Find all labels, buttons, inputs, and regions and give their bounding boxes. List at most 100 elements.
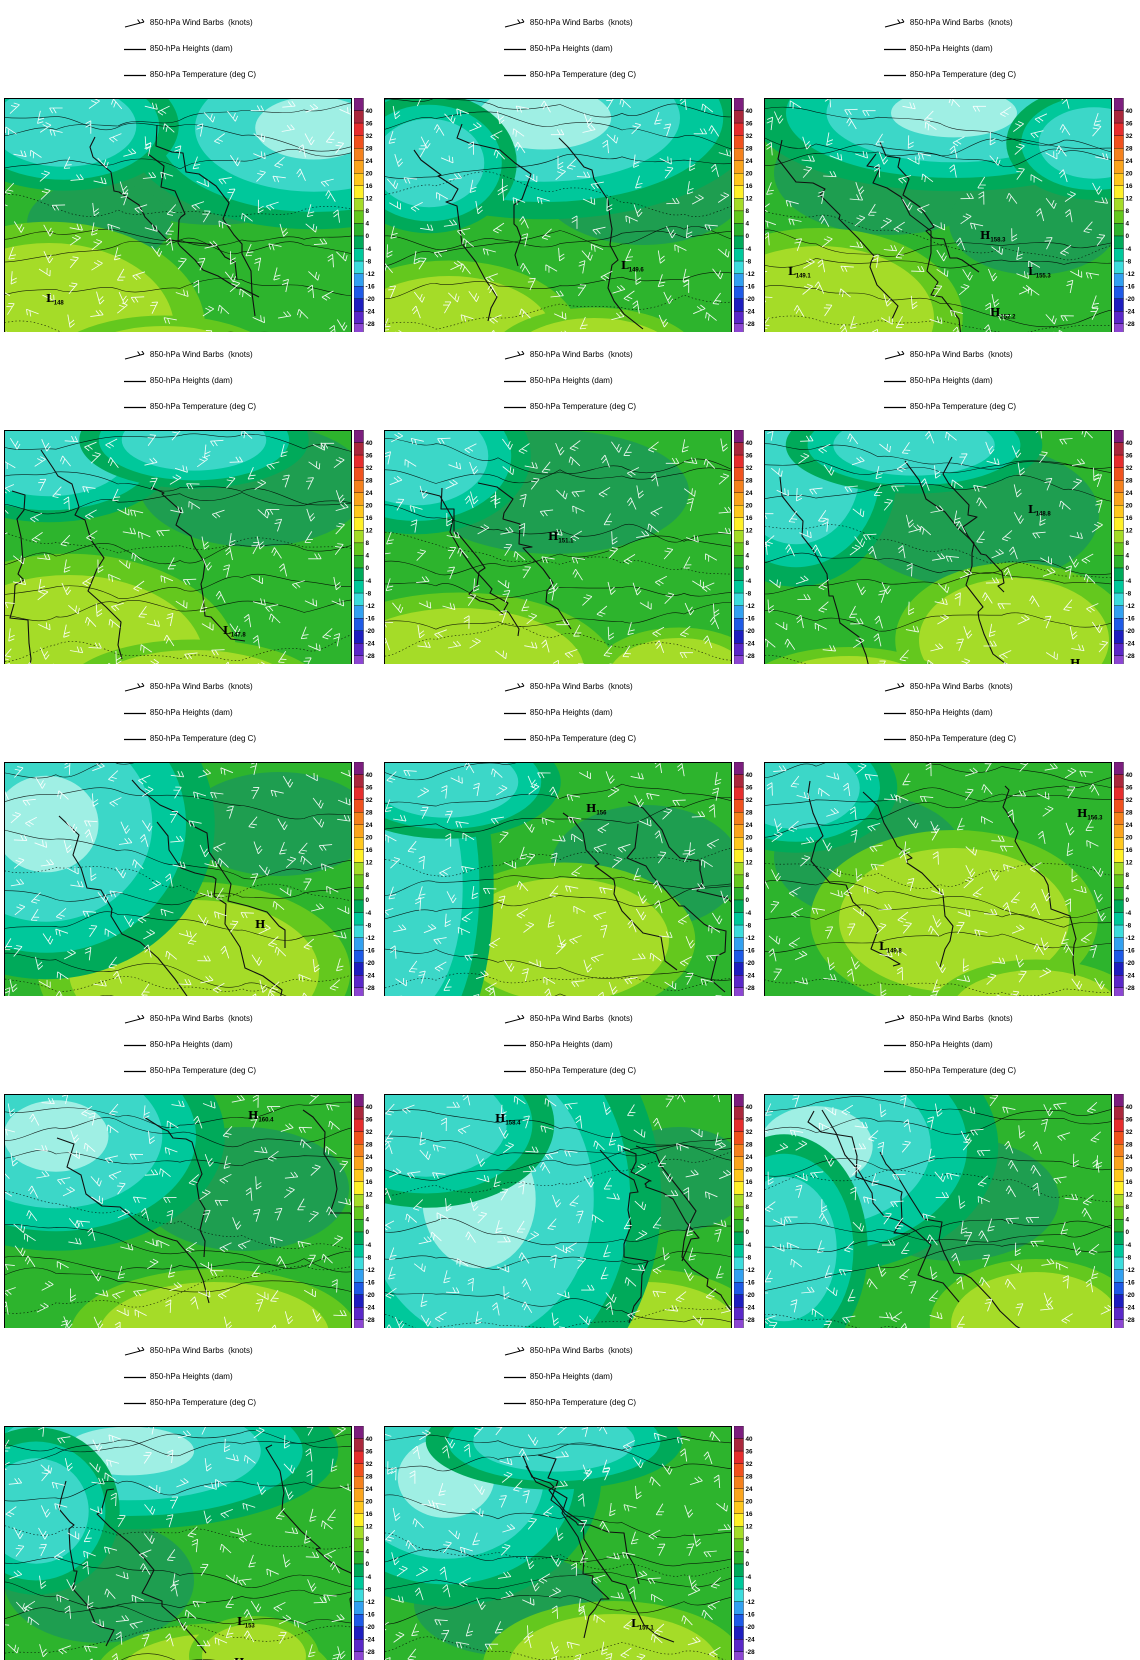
colorbar-tick-label: 24 xyxy=(366,1154,374,1161)
weather-map[interactable]: L149.6H152.4 xyxy=(384,97,732,332)
colorbar-tick-label: -4 xyxy=(1126,246,1132,253)
map-legend: 850-hPa Wind Barbs (knots) 850-hPa Heigh… xyxy=(503,996,637,1093)
legend-label-temperature: 850-hPa Temperature (deg C) xyxy=(149,734,257,744)
colorbar-tick-label: 8 xyxy=(746,208,750,215)
colorbar-tick-label: -4 xyxy=(1126,1242,1132,1249)
legend-label-wind-barbs: 850-hPa Wind Barbs (knots) xyxy=(909,18,1013,28)
colorbar-tick-label: 36 xyxy=(366,452,374,459)
colorbar-tick-label: 12 xyxy=(1126,1191,1134,1198)
colorbar-tick-label: 32 xyxy=(1126,465,1134,472)
weather-map-canvas: L148 xyxy=(4,97,352,332)
colorbar-tick-label: -12 xyxy=(366,935,376,942)
weather-map[interactable]: H158.4L149.7 xyxy=(384,1093,732,1328)
legend-label-wind-barbs: 850-hPa Wind Barbs (knots) xyxy=(529,1346,633,1356)
forecast-panel: 850-hPa Wind Barbs (knots) 850-hPa Heigh… xyxy=(0,332,380,664)
colorbar-tick-label: 4 xyxy=(1126,885,1130,892)
colorbar-tick-label: -12 xyxy=(366,1599,376,1606)
colorbar-tick-label: 40 xyxy=(1126,772,1134,779)
colorbar-tick-label: 12 xyxy=(1126,527,1134,534)
weather-map[interactable]: L148.8H156.3 xyxy=(764,429,1112,664)
colorbar-tick-label: 12 xyxy=(366,859,374,866)
wind-barb-icon xyxy=(124,1015,150,1024)
colorbar-tick-label: 36 xyxy=(746,1116,754,1123)
colorbar-tick-label: 12 xyxy=(1126,859,1134,866)
colorbar-tick-label: -28 xyxy=(1126,985,1136,992)
legend-label-temperature: 850-hPa Temperature (deg C) xyxy=(529,1066,637,1076)
colorbar-tick-label: -24 xyxy=(1126,1304,1136,1311)
wind-barb-icon xyxy=(504,19,530,28)
colorbar-tick-label: 36 xyxy=(366,1448,374,1455)
colorbar-tick-label: 8 xyxy=(746,1204,750,1211)
temperature-colorbar-canvas: 4036322824201612840-4-8-12-16-20-24-28-3… xyxy=(353,429,376,664)
legend-row-heights: 850-hPa Heights (dam) xyxy=(883,45,1016,54)
weather-map[interactable]: L153H147.7 xyxy=(4,1425,352,1660)
colorbar-tick-label: -24 xyxy=(746,1304,756,1311)
forecast-panel: 850-hPa Wind Barbs (knots) 850-hPa Heigh… xyxy=(380,0,760,332)
colorbar-tick-label: 4 xyxy=(1126,221,1130,228)
legend-label-temperature: 850-hPa Temperature (deg C) xyxy=(529,402,637,412)
legend-row-temperature: 850-hPa Temperature (deg C) xyxy=(503,1066,637,1076)
map-legend: 850-hPa Wind Barbs (knots) 850-hPa Heigh… xyxy=(503,1328,636,1425)
map-legend: 850-hPa Wind Barbs (knots) 850-hPa Heigh… xyxy=(503,332,637,429)
forecast-panel: 850-hPa Wind Barbs (knots) 850-hPa Heigh… xyxy=(760,996,1140,1328)
colorbar-tick-label: 20 xyxy=(1126,1166,1134,1173)
colorbar-tick-label: -8 xyxy=(366,1254,372,1261)
weather-map[interactable]: L148 xyxy=(4,97,352,332)
temperature-contour-line-icon xyxy=(123,1070,150,1073)
colorbar-tick-label: 4 xyxy=(366,1217,370,1224)
legend-label-heights: 850-hPa Heights (dam) xyxy=(529,376,613,386)
legend-row-temperature: 850-hPa Temperature (deg C) xyxy=(883,71,1016,80)
weather-map[interactable]: H151.1H157.7 xyxy=(384,429,732,664)
map-legend: 850-hPa Wind Barbs (knots) 850-hPa Heigh… xyxy=(123,1328,256,1425)
colorbar-tick-label: 40 xyxy=(746,1436,754,1443)
weather-map[interactable]: L147.8 xyxy=(4,429,352,664)
colorbar-tick-label: 16 xyxy=(1126,1179,1134,1186)
legend-row-wind-barbs: 850-hPa Wind Barbs (knots) xyxy=(504,351,636,360)
colorbar-tick-label: 20 xyxy=(366,1498,374,1505)
weather-map-canvas: L148.8H156.3 xyxy=(764,429,1112,664)
weather-map[interactable]: H156 xyxy=(384,761,732,996)
legend-row-heights: 850-hPa Heights (dam) xyxy=(123,709,256,718)
legend-row-heights: 850-hPa Heights (dam) xyxy=(123,1041,256,1050)
colorbar-tick-label: -20 xyxy=(366,296,376,303)
colorbar-tick-label: 0 xyxy=(366,565,370,572)
colorbar-tick-label: 8 xyxy=(746,872,750,879)
wind-barb-icon xyxy=(504,683,530,692)
temperature-colorbar: 4036322824201612840-4-8-12-16-20-24-28-3… xyxy=(1113,97,1140,332)
colorbar-tick-label: 12 xyxy=(366,1523,374,1530)
colorbar-tick-label: -4 xyxy=(366,910,372,917)
colorbar-tick-label: -12 xyxy=(1126,271,1136,278)
colorbar-tick-label: -20 xyxy=(1126,960,1136,967)
weather-map[interactable]: H160.4H157.2 xyxy=(4,1093,352,1328)
colorbar-tick-label: 12 xyxy=(366,527,374,534)
colorbar-tick-label: -28 xyxy=(746,321,756,328)
temperature-contour-line-icon xyxy=(503,406,530,409)
temperature-colorbar-canvas: 4036322824201612840-4-8-12-16-20-24-28-3… xyxy=(1113,429,1135,664)
colorbar-tick-label: 40 xyxy=(366,108,374,115)
colorbar-tick-label: -20 xyxy=(746,296,756,303)
legend-label-heights: 850-hPa Heights (dam) xyxy=(149,44,233,54)
pressure-center-marker: H xyxy=(255,918,265,931)
colorbar-tick-label: -28 xyxy=(366,653,376,660)
legend-row-temperature: 850-hPa Temperature (deg C) xyxy=(503,1399,636,1408)
legend-label-temperature: 850-hPa Temperature (deg C) xyxy=(909,1066,1017,1076)
weather-map[interactable]: L157.1 xyxy=(384,1425,732,1660)
forecast-panel: 850-hPa Wind Barbs (knots) 850-hPa Heigh… xyxy=(0,664,380,996)
colorbar-tick-label: -28 xyxy=(366,985,376,992)
colorbar-tick-label: 16 xyxy=(366,515,374,522)
colorbar-tick-label: 28 xyxy=(1126,477,1134,484)
colorbar-tick-label: -8 xyxy=(366,922,372,929)
legend-row-temperature: 850-hPa Temperature (deg C) xyxy=(503,71,636,80)
colorbar-tick-label: -12 xyxy=(746,1599,756,1606)
colorbar-tick-label: -24 xyxy=(366,640,376,647)
colorbar-tick-label: -16 xyxy=(366,615,376,622)
legend-row-wind-barbs: 850-hPa Wind Barbs (knots) xyxy=(504,683,636,692)
colorbar-tick-label: -24 xyxy=(746,1636,756,1643)
weather-map[interactable]: L150.3 xyxy=(764,1093,1112,1328)
legend-label-wind-barbs: 850-hPa Wind Barbs (knots) xyxy=(909,682,1013,692)
weather-map[interactable]: H xyxy=(4,761,352,996)
colorbar-tick-label: -24 xyxy=(746,308,756,315)
colorbar-tick-label: 24 xyxy=(746,158,754,165)
